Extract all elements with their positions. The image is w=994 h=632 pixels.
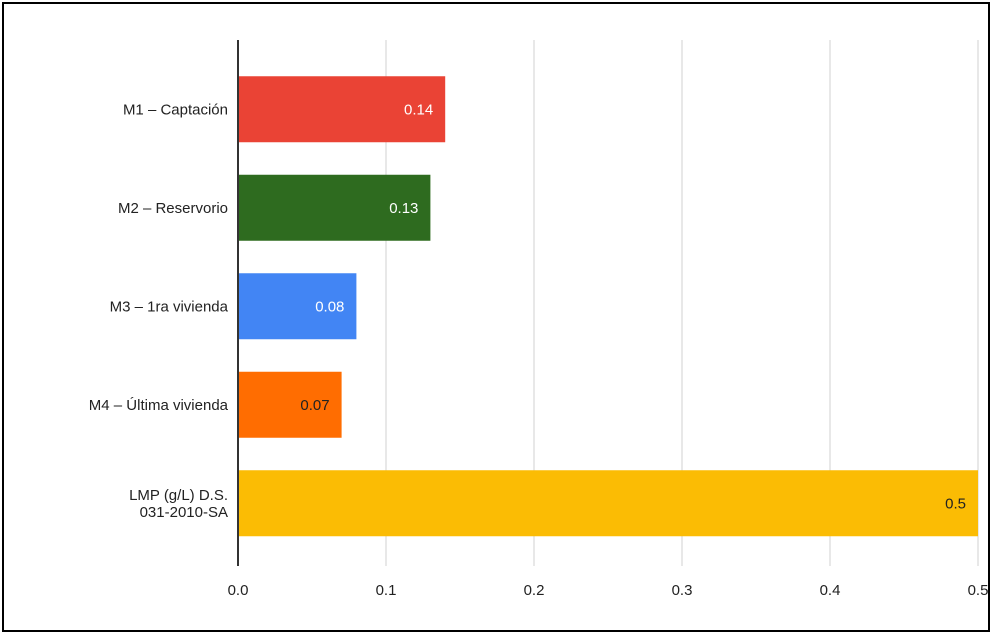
x-tick-label: 0.2 xyxy=(524,582,545,599)
x-tick-label: 0.5 xyxy=(968,582,989,599)
data-label: 0.13 xyxy=(389,200,418,217)
category-label: LMP (g/L) D.S. 031-2010-SA xyxy=(129,487,228,521)
x-tick-label: 0.3 xyxy=(672,582,693,599)
category-label: M3 – 1ra vivienda xyxy=(110,298,229,315)
data-label: 0.07 xyxy=(300,397,329,414)
x-tick-label: 0.4 xyxy=(820,582,841,599)
category-label: M2 – Reservorio xyxy=(118,200,228,217)
data-label: 0.08 xyxy=(315,298,344,315)
data-label: 0.14 xyxy=(404,101,433,118)
bar xyxy=(238,470,978,536)
x-tick-label: 0.1 xyxy=(376,582,397,599)
x-tick-label: 0.0 xyxy=(228,582,249,599)
data-label: 0.5 xyxy=(945,495,966,512)
category-label: M4 – Última vivienda xyxy=(89,397,229,414)
bars xyxy=(238,76,978,536)
category-label: M1 – Captación xyxy=(123,101,228,118)
